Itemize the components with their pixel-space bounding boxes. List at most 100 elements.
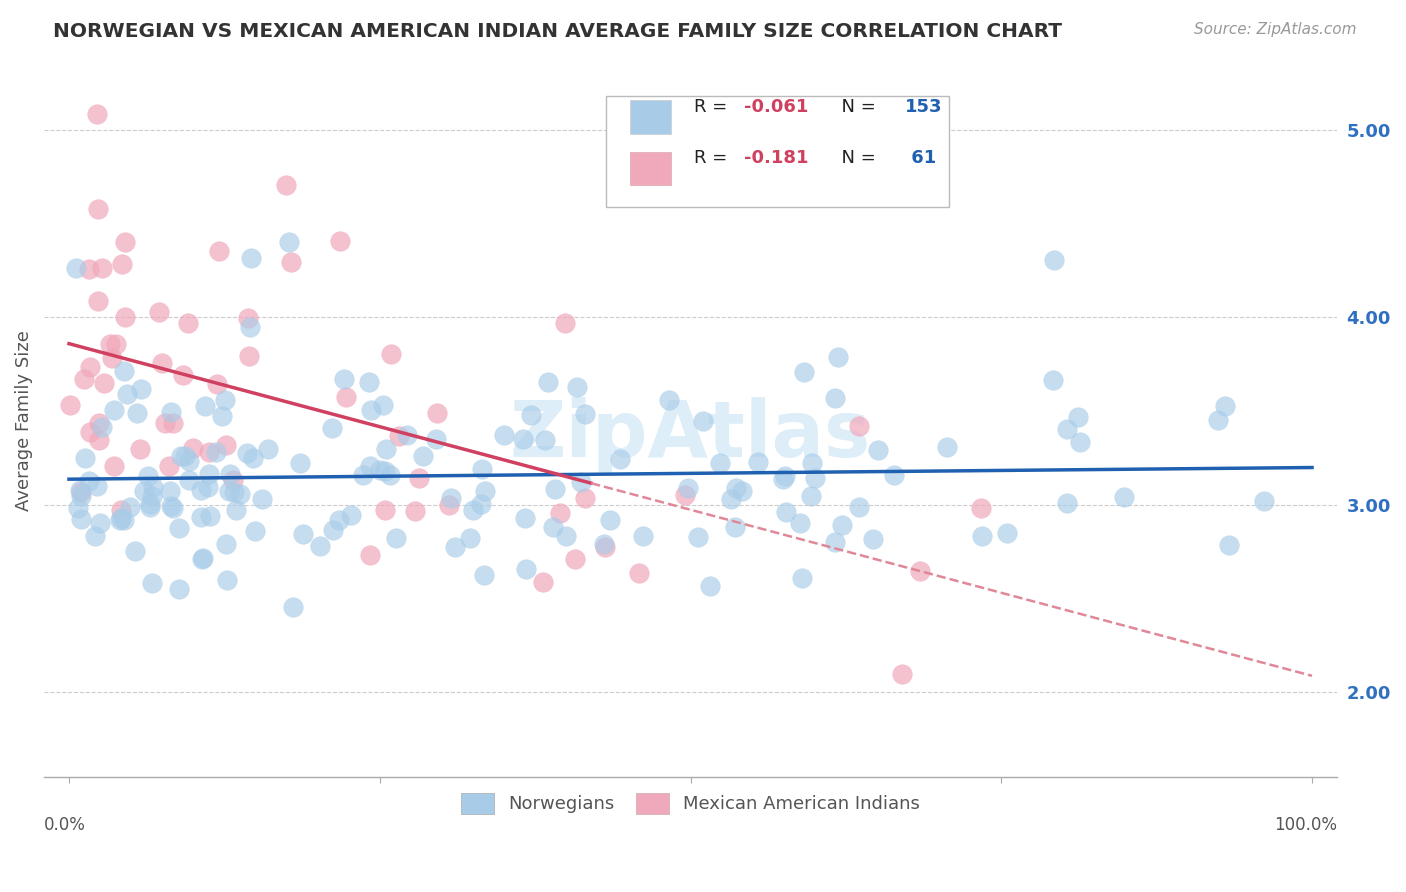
Point xyxy=(87,417,110,431)
Point xyxy=(198,445,221,459)
Point xyxy=(257,442,280,456)
Point xyxy=(995,526,1018,541)
Point xyxy=(108,513,131,527)
Point xyxy=(371,398,394,412)
Point xyxy=(207,244,229,259)
Point xyxy=(824,392,846,406)
Point xyxy=(87,202,110,217)
Point xyxy=(250,491,273,506)
Point xyxy=(374,503,396,517)
Point xyxy=(138,500,160,514)
Text: Source: ZipAtlas.com: Source: ZipAtlas.com xyxy=(1194,22,1357,37)
Point xyxy=(93,376,115,390)
Point xyxy=(512,432,534,446)
Point xyxy=(395,428,418,442)
Point xyxy=(789,516,811,530)
FancyBboxPatch shape xyxy=(630,152,671,185)
Point xyxy=(388,429,411,443)
Point xyxy=(179,453,201,467)
Point xyxy=(148,305,170,319)
Point xyxy=(474,483,496,498)
Point xyxy=(70,484,93,499)
Point xyxy=(574,407,596,421)
Point xyxy=(404,504,426,518)
Point xyxy=(458,532,481,546)
Point xyxy=(1056,422,1078,436)
Point xyxy=(118,500,141,514)
Point xyxy=(112,513,135,527)
Point xyxy=(1253,493,1275,508)
Point xyxy=(98,337,121,351)
Point xyxy=(132,483,155,498)
Point xyxy=(211,409,233,423)
Point xyxy=(1042,373,1064,387)
Point xyxy=(218,467,240,481)
Point xyxy=(544,483,567,497)
Point xyxy=(515,562,537,576)
Point xyxy=(471,462,494,476)
Point xyxy=(408,471,430,485)
Point xyxy=(114,235,136,249)
Point xyxy=(207,377,229,392)
Point xyxy=(69,483,91,498)
Point xyxy=(159,405,181,419)
Point xyxy=(374,464,396,478)
Point xyxy=(75,450,97,465)
Y-axis label: Average Family Size: Average Family Size xyxy=(15,330,32,511)
Point xyxy=(827,350,849,364)
Point xyxy=(110,511,132,525)
Point xyxy=(443,540,465,554)
Point xyxy=(193,550,215,565)
Point xyxy=(172,368,194,383)
Point xyxy=(385,532,408,546)
Point xyxy=(155,417,177,431)
Point xyxy=(218,484,240,499)
Point xyxy=(800,456,823,470)
Point xyxy=(111,257,134,271)
Point xyxy=(910,564,932,578)
Text: -0.061: -0.061 xyxy=(744,98,808,116)
Point xyxy=(103,459,125,474)
Point xyxy=(77,474,100,488)
Point xyxy=(329,234,352,248)
Point xyxy=(699,579,721,593)
Point xyxy=(198,508,221,523)
Point xyxy=(709,456,731,470)
Point xyxy=(862,532,884,546)
Text: 61: 61 xyxy=(905,149,936,167)
Text: 0.0%: 0.0% xyxy=(44,816,86,834)
Point xyxy=(340,508,363,522)
Point xyxy=(631,528,654,542)
Point xyxy=(110,503,132,517)
Point xyxy=(333,372,356,386)
Point xyxy=(174,449,197,463)
Text: R =: R = xyxy=(695,98,734,116)
Point xyxy=(150,356,173,370)
Point xyxy=(124,544,146,558)
Point xyxy=(79,425,101,439)
Point xyxy=(352,468,374,483)
Point xyxy=(533,574,555,589)
Point xyxy=(463,503,485,517)
Point xyxy=(162,501,184,516)
Point xyxy=(328,513,350,527)
Point xyxy=(214,438,236,452)
Point xyxy=(197,480,219,494)
Point xyxy=(747,455,769,469)
Point xyxy=(437,498,460,512)
Point xyxy=(335,390,357,404)
Point xyxy=(368,463,391,477)
Point xyxy=(77,261,100,276)
Point xyxy=(86,479,108,493)
Point xyxy=(426,406,449,420)
Point xyxy=(141,576,163,591)
Point xyxy=(1056,496,1078,510)
Point xyxy=(321,421,343,435)
Point xyxy=(177,316,200,330)
Point xyxy=(112,364,135,378)
Point xyxy=(104,336,127,351)
Point xyxy=(87,433,110,447)
Point xyxy=(222,473,245,487)
Point xyxy=(359,548,381,562)
Point xyxy=(972,529,994,543)
